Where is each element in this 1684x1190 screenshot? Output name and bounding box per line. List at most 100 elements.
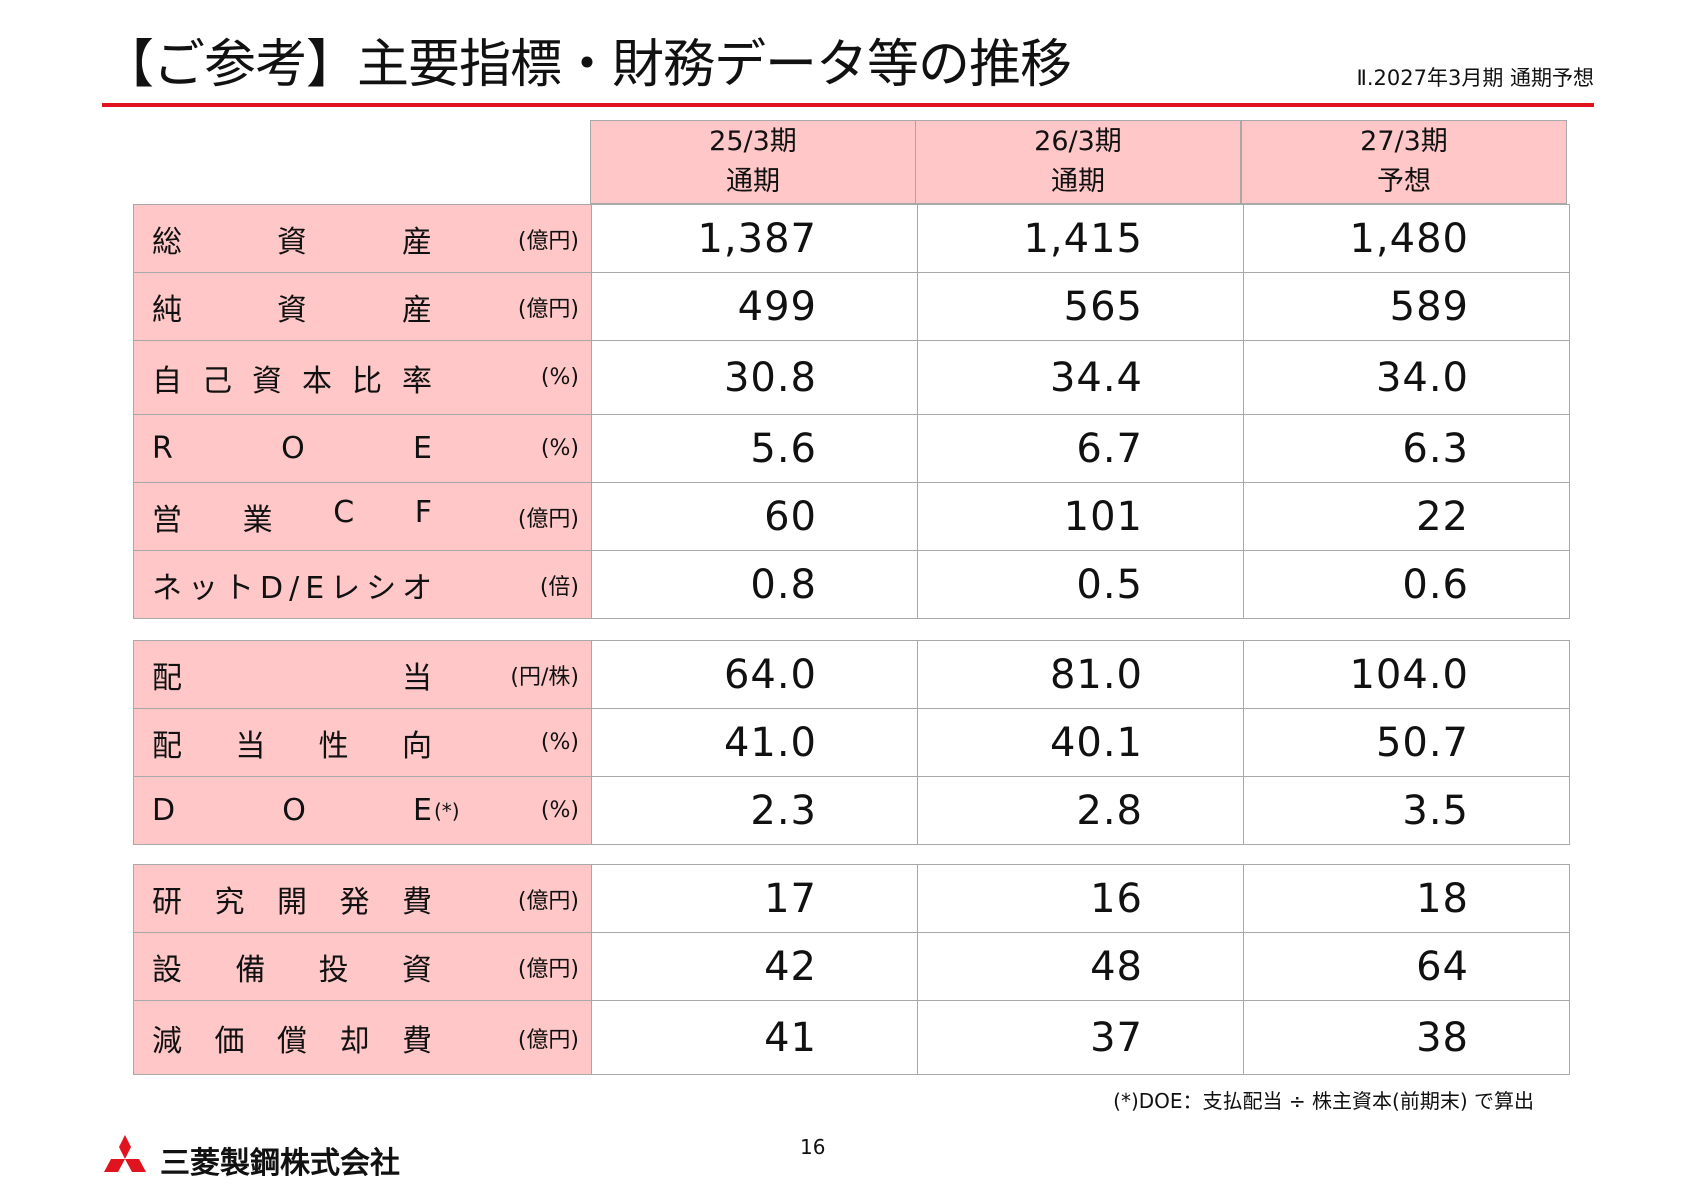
row-unit: (億円)	[517, 506, 579, 532]
value-cell: 0.8	[591, 550, 918, 619]
row-label: 純資産	[152, 292, 432, 328]
value-cell: 101	[917, 482, 1244, 551]
table-row: D O E (*) (%) 2.3 2.8 3.5	[133, 776, 1570, 845]
footnote: (*)DOE：支払配当 ÷ 株主資本(前期末) で算出	[1113, 1089, 1534, 1113]
column-period: 25/3期	[709, 126, 797, 157]
financial-table-group-1: 総資産 (億円) 1,387 1,415 1,480 純資産 (億円) 499 565 589 自己…	[133, 204, 1570, 619]
value-cell: 81.0	[917, 640, 1244, 709]
page-title: 【ご参考】主要指標・財務データ等の推移	[102, 35, 1072, 95]
value-cell: 1,480	[1243, 204, 1570, 273]
value-cell: 41	[591, 1000, 918, 1075]
row-unit: (億円)	[517, 228, 579, 254]
row-unit: (億円)	[517, 296, 579, 322]
value-cell: 22	[1243, 482, 1570, 551]
row-label-cell: 設備投資 (億円)	[133, 932, 592, 1001]
value-cell: 104.0	[1243, 640, 1570, 709]
title-underline	[102, 103, 1594, 107]
table-row: 営業 C F (億円) 60 101 22	[133, 482, 1570, 551]
value-cell: 589	[1243, 272, 1570, 341]
value-cell: 64.0	[591, 640, 918, 709]
value-cell: 48	[917, 932, 1244, 1001]
financial-table-group-3: 研究開発費 (億円) 17 16 18 設備投資 (億円) 42 48 64 減価償却費 (億円) 41…	[133, 864, 1570, 1075]
table-row: 自己資本比率 (%) 30.8 34.4 34.0	[133, 340, 1570, 415]
row-label-cell: 純資産 (億円)	[133, 272, 592, 341]
value-cell: 1,387	[591, 204, 918, 273]
row-label: 自己資本比率	[152, 363, 432, 399]
column-period: 27/3期	[1360, 126, 1448, 157]
value-cell: 565	[917, 272, 1244, 341]
value-cell: 6.7	[917, 414, 1244, 483]
row-label: 設備投資	[152, 952, 432, 988]
row-label: 減価償却費	[152, 1023, 432, 1059]
table-row: 純資産 (億円) 499 565 589	[133, 272, 1570, 341]
value-cell: 2.8	[917, 776, 1244, 845]
table-row: 研究開発費 (億円) 17 16 18	[133, 864, 1570, 933]
row-unit: (倍)	[539, 574, 579, 600]
column-type: 通期	[726, 166, 780, 197]
page-number: 16	[800, 1135, 826, 1159]
row-label-cell: 営業 C F (億円)	[133, 482, 592, 551]
value-cell: 3.5	[1243, 776, 1570, 845]
value-cell: 499	[591, 272, 918, 341]
row-unit: (%)	[540, 365, 579, 390]
column-type: 通期	[1051, 166, 1105, 197]
row-unit: (%)	[540, 798, 579, 823]
value-cell: 6.3	[1243, 414, 1570, 483]
row-unit: (円/株)	[510, 664, 579, 690]
row-label-cell: 配当性向 (%)	[133, 708, 592, 777]
row-label-cell: 総資産 (億円)	[133, 204, 592, 273]
column-header-3: 27/3期 予想	[1241, 120, 1567, 204]
value-cell: 60	[591, 482, 918, 551]
value-cell: 17	[591, 864, 918, 933]
value-cell: 5.6	[591, 414, 918, 483]
row-label-cell: D O E (*) (%)	[133, 776, 592, 845]
value-cell: 30.8	[591, 340, 918, 415]
value-cell: 37	[917, 1000, 1244, 1075]
row-note: (*)	[434, 798, 460, 823]
table-row: 総資産 (億円) 1,387 1,415 1,480	[133, 204, 1570, 273]
value-cell: 50.7	[1243, 708, 1570, 777]
row-label-cell: ネットD/Eレシオ (倍)	[133, 550, 592, 619]
table-row: 配当 (円/株) 64.0 81.0 104.0	[133, 640, 1570, 709]
row-label: ネットD/Eレシオ	[152, 570, 439, 606]
value-cell: 0.5	[917, 550, 1244, 619]
page-subtitle: Ⅱ.2027年3月期 通期予想	[1356, 66, 1595, 90]
row-label-cell: 減価償却費 (億円)	[133, 1000, 592, 1075]
row-label-cell: 自己資本比率 (%)	[133, 340, 592, 415]
value-cell: 34.4	[917, 340, 1244, 415]
row-label: 総資産	[152, 224, 432, 260]
value-cell: 42	[591, 932, 918, 1001]
column-header-2: 26/3期 通期	[915, 120, 1241, 204]
row-unit: (億円)	[517, 888, 579, 914]
table-row: ネットD/Eレシオ (倍) 0.8 0.5 0.6	[133, 550, 1570, 619]
value-cell: 40.1	[917, 708, 1244, 777]
financial-table-group-2: 配当 (円/株) 64.0 81.0 104.0 配当性向 (%) 41.0 40.1 50.7 D…	[133, 640, 1570, 845]
row-unit: (億円)	[517, 1027, 579, 1053]
table-row: R O E (%) 5.6 6.7 6.3	[133, 414, 1570, 483]
row-label: 研究開発費	[152, 884, 432, 920]
value-cell: 34.0	[1243, 340, 1570, 415]
column-period: 26/3期	[1034, 126, 1122, 157]
value-cell: 2.3	[591, 776, 918, 845]
row-unit: (%)	[540, 730, 579, 755]
value-cell: 0.6	[1243, 550, 1570, 619]
value-cell: 38	[1243, 1000, 1570, 1075]
row-unit: (億円)	[517, 956, 579, 982]
value-cell: 1,415	[917, 204, 1244, 273]
three-diamonds-icon	[104, 1135, 146, 1172]
column-header-1: 25/3期 通期	[590, 120, 916, 204]
row-label-cell: R O E (%)	[133, 414, 592, 483]
row-unit: (%)	[540, 436, 579, 461]
table-row: 配当性向 (%) 41.0 40.1 50.7	[133, 708, 1570, 777]
table-row: 設備投資 (億円) 42 48 64	[133, 932, 1570, 1001]
value-cell: 18	[1243, 864, 1570, 933]
row-label: 配当性向	[152, 728, 432, 764]
row-label: 配当	[152, 660, 432, 696]
company-name: 三菱製鋼株式会社	[160, 1146, 400, 1181]
value-cell: 16	[917, 864, 1244, 933]
value-cell: 64	[1243, 932, 1570, 1001]
row-label-cell: 研究開発費 (億円)	[133, 864, 592, 933]
row-label-cell: 配当 (円/株)	[133, 640, 592, 709]
